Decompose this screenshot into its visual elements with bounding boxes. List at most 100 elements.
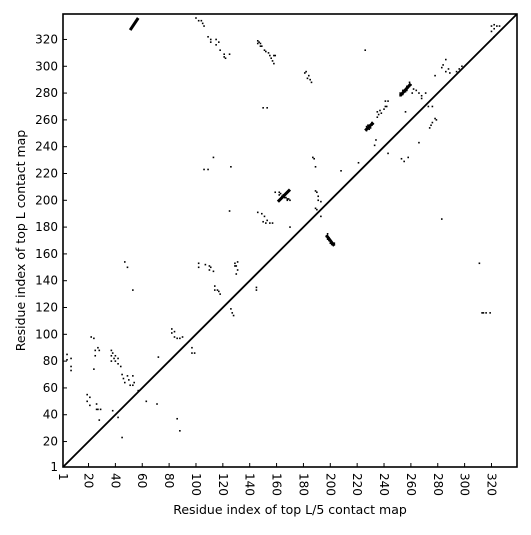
contact-point [255, 289, 258, 291]
contact-point [496, 25, 498, 27]
contact-point [215, 44, 217, 46]
contact-point [256, 211, 259, 214]
contact-point [440, 66, 443, 69]
contact-point [266, 107, 268, 109]
markers-layer [66, 17, 501, 439]
contact-point [412, 88, 415, 90]
contact-point [121, 373, 123, 376]
contact-point [481, 312, 483, 314]
contact-point [123, 381, 126, 384]
contact-point [434, 74, 436, 77]
contact-point [218, 41, 220, 43]
contact-point [404, 111, 407, 113]
contact-point [204, 263, 207, 266]
contact-point [310, 81, 313, 84]
contact-point [117, 357, 119, 360]
contact-point [86, 393, 88, 396]
contact-point [197, 262, 200, 265]
y-tick-label: 200 [35, 193, 58, 207]
contact-point [94, 349, 97, 352]
contact-point [218, 290, 220, 293]
y-tick-label: 20 [43, 435, 58, 449]
y-tick-label: 120 [35, 301, 58, 315]
contact-point [98, 419, 101, 421]
contact-point [132, 289, 134, 291]
contact-point [223, 56, 225, 58]
contact-point [207, 35, 209, 38]
contact-point [267, 52, 270, 54]
contact-point [320, 200, 322, 203]
contact-point [286, 199, 289, 202]
contact-point [407, 156, 409, 159]
contact-point [126, 375, 129, 377]
contact-point [176, 337, 178, 340]
contact-point [314, 207, 317, 210]
contact-point [232, 314, 235, 317]
contact-point [317, 199, 320, 202]
y-tick-label: 60 [43, 381, 58, 395]
contact-point [289, 226, 291, 228]
contact-point [274, 191, 277, 194]
contact-point [376, 116, 379, 118]
contact-point [89, 404, 91, 407]
contact-point [260, 212, 263, 215]
x-axis-ticks: 1 20 40 60 80 100 120 140 160 180 200 220 240 260 280 3… [56, 463, 498, 496]
contact-point [234, 265, 236, 267]
contact-point [262, 220, 264, 223]
x-tick-label: 140 [243, 473, 257, 496]
contact-point [270, 57, 272, 60]
contact-point [431, 105, 434, 108]
contact-point [201, 22, 204, 25]
contact-point [259, 45, 262, 47]
contact-point [66, 358, 68, 361]
x-tick-label: 80 [162, 473, 176, 488]
x-tick-label: 160 [270, 473, 284, 496]
x-tick-label: 220 [350, 473, 364, 496]
contact-point [263, 49, 266, 51]
contact-point [402, 89, 404, 92]
contact-point [132, 384, 134, 387]
contact-point [455, 70, 458, 73]
contact-point [256, 40, 259, 42]
contact-point [95, 403, 98, 405]
contact-point [461, 65, 463, 68]
contact-point [255, 286, 258, 289]
contact-point [228, 210, 231, 212]
contact-point [173, 330, 176, 333]
x-tick-label: 180 [296, 473, 310, 496]
contact-cluster [276, 188, 292, 203]
x-tick-label: 300 [458, 473, 472, 496]
contact-cluster [364, 121, 375, 132]
contact-point [424, 92, 427, 94]
contact-point [287, 198, 290, 200]
contact-point [286, 198, 289, 200]
contact-point [329, 242, 332, 244]
contact-point [208, 265, 211, 267]
contact-point [179, 337, 181, 340]
contact-point [269, 54, 271, 57]
contact-point [97, 346, 99, 349]
contact-point [283, 196, 286, 199]
contact-point [400, 157, 403, 160]
contact-point [265, 222, 267, 224]
contact-point [289, 199, 291, 202]
y-tick-label: 220 [35, 166, 58, 180]
contact-point [316, 191, 318, 194]
contact-point [260, 45, 263, 47]
contact-point [212, 270, 215, 273]
contact-point [179, 430, 181, 432]
contact-point [209, 266, 212, 269]
contact-point [303, 72, 306, 74]
contact-point [230, 308, 232, 310]
contact-point [209, 38, 212, 41]
contact-point [317, 195, 320, 198]
contact-point [274, 54, 277, 57]
contact-point [203, 168, 205, 171]
contact-point [418, 92, 420, 94]
contact-point [195, 17, 197, 19]
contact-point [129, 384, 131, 387]
contact-point [266, 219, 268, 222]
contact-point [368, 128, 371, 131]
